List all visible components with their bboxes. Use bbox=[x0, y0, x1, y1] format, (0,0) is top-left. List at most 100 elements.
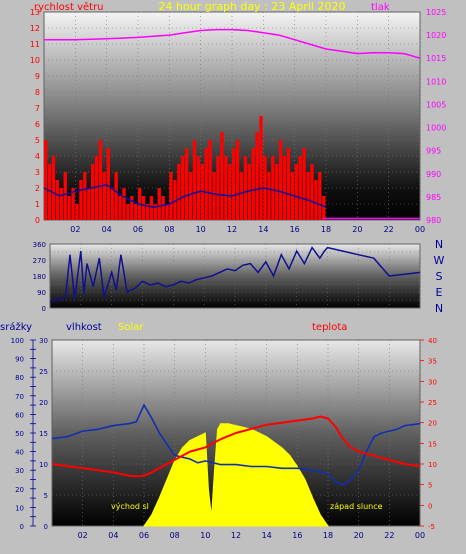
wind-direction-grid bbox=[50, 243, 421, 309]
wind-gust-bar bbox=[275, 164, 279, 220]
wind-y-tick-label: 4 bbox=[35, 152, 40, 161]
wind-gust-bar bbox=[149, 196, 154, 220]
wind-x-tick-label: 14 bbox=[258, 225, 268, 234]
wind-gust-bar bbox=[282, 156, 287, 220]
wind-gust-bar bbox=[173, 180, 177, 220]
wind-gust-bar bbox=[134, 204, 138, 220]
wind-gust-bar bbox=[216, 156, 220, 220]
temperature-y-tick-label: 20 bbox=[428, 420, 437, 428]
humidity-x-tick-label: 20 bbox=[354, 531, 364, 540]
wind-y-tick-label: 1 bbox=[35, 200, 40, 209]
wind-gust-bar bbox=[306, 172, 310, 220]
chart-title: 24 hour graph day : 23 April 2020 bbox=[159, 0, 346, 13]
wind-gust-bar bbox=[196, 156, 201, 220]
pressure-y-tick-label: 1010 bbox=[426, 77, 446, 86]
humidity-y-tick-label: 10 bbox=[39, 461, 48, 469]
wind-gust-bar bbox=[94, 156, 99, 220]
humidity-x-tick-label: 10 bbox=[200, 531, 210, 540]
sunset-annotation: západ slunce bbox=[330, 502, 383, 511]
temperature-line bbox=[51, 415, 421, 478]
wind-gust-bar bbox=[302, 148, 306, 220]
wind-gust-bar bbox=[220, 132, 224, 220]
wind-y-tick-label: 5 bbox=[35, 136, 40, 145]
humidity-y-tick-label: 0 bbox=[44, 523, 48, 531]
rain-y-tick-label: 40 bbox=[15, 449, 24, 457]
wind-gust-bar bbox=[318, 172, 322, 220]
wind-x-tick-label: 18 bbox=[321, 225, 331, 234]
wind-gust-bar bbox=[122, 188, 126, 220]
pressure-axis-label: tlak bbox=[371, 2, 390, 13]
wind-gust-bar bbox=[51, 156, 56, 220]
wind-gust-bar bbox=[322, 196, 326, 220]
temperature-axis-label: teplota bbox=[312, 322, 347, 333]
wind-gust-bar bbox=[126, 204, 130, 220]
rain-axis-label: srážky bbox=[0, 321, 32, 333]
pressure-y-tick-label: 990 bbox=[426, 170, 441, 179]
wind-direction-line bbox=[49, 246, 421, 302]
wind-x-tick-label: 08 bbox=[164, 225, 174, 234]
wind-x-tick-label: 06 bbox=[133, 225, 143, 234]
wind-gust-bar bbox=[44, 140, 48, 220]
rain-y-tick-label: 60 bbox=[15, 411, 24, 419]
humidity-y-tick-label: 20 bbox=[39, 399, 48, 407]
pressure-y-tick-label: 985 bbox=[426, 193, 441, 202]
rain-y-tick-label: 30 bbox=[15, 467, 24, 475]
compass-label-e: E bbox=[436, 286, 443, 299]
humidity-y-tick-label: 25 bbox=[39, 368, 48, 376]
wind-gust-bar bbox=[118, 196, 122, 220]
sunrise-annotation: východ sl bbox=[111, 502, 149, 511]
wind-gust-bar bbox=[251, 148, 255, 220]
wind-gust-bar bbox=[259, 116, 263, 220]
direction-y-tick-label: 90 bbox=[37, 289, 46, 297]
temperature-y-tick-label: -5 bbox=[428, 523, 435, 531]
wind-gust-bar bbox=[145, 204, 150, 220]
wind-gust-bar bbox=[235, 140, 240, 220]
wind-y-tick-label: 11 bbox=[30, 40, 40, 49]
humidity-y-tick-label: 15 bbox=[39, 430, 48, 438]
wind-gust-bar bbox=[71, 188, 75, 220]
wind-gust-bar bbox=[114, 172, 118, 220]
pressure-line bbox=[44, 28, 421, 59]
wind-y-tick-label: 3 bbox=[35, 168, 40, 177]
rain-y-tick-label: 20 bbox=[15, 486, 24, 494]
wind-pressure-series bbox=[43, 28, 421, 220]
wind-gust-bar bbox=[55, 180, 60, 220]
wind-y-tick-label: 2 bbox=[35, 184, 40, 193]
wind-gust-bar bbox=[47, 164, 52, 220]
humidity-y-tick-label: 5 bbox=[44, 492, 48, 500]
wind-gust-bar bbox=[294, 164, 298, 220]
pressure-y-tick-label: 1020 bbox=[426, 31, 446, 40]
wind-average-line bbox=[43, 183, 327, 208]
wind-speed-axis-label: rychlost větru bbox=[34, 1, 104, 13]
wind-y-tick-label: 8 bbox=[35, 88, 40, 97]
humidity-x-tick-label: 22 bbox=[384, 531, 394, 540]
temperature-y-tick-label: 25 bbox=[428, 399, 437, 407]
humidity-x-tick-label: 08 bbox=[170, 531, 180, 540]
temperature-y-tick-label: 15 bbox=[428, 440, 437, 448]
wind-gust-bar bbox=[271, 156, 275, 220]
solar-area bbox=[143, 423, 329, 527]
pressure-y-tick-label: 1005 bbox=[426, 100, 446, 109]
wind-gust-bar bbox=[91, 164, 95, 220]
wind-gust-bar bbox=[310, 164, 314, 220]
wind-y-tick-label: 6 bbox=[35, 120, 40, 129]
humidity-x-tick-label: 04 bbox=[108, 531, 118, 540]
wind-y-tick-label: 10 bbox=[30, 56, 40, 65]
wind-gust-bar bbox=[102, 172, 107, 220]
rain-y-tick-label: 100 bbox=[11, 337, 24, 345]
direction-y-tick-label: 270 bbox=[33, 257, 46, 265]
wind-gust-bar bbox=[130, 196, 134, 220]
wind-x-tick-label: 20 bbox=[352, 225, 362, 234]
wind-gust-bar bbox=[79, 180, 83, 220]
wind-gust-bar bbox=[208, 140, 212, 220]
humidity-line bbox=[51, 403, 421, 487]
wind-gust-bar bbox=[75, 204, 79, 220]
wind-x-tick-label: 00 bbox=[415, 225, 425, 234]
wind-gust-bar bbox=[212, 172, 216, 220]
rain-y-tick-label: 70 bbox=[15, 393, 24, 401]
pressure-y-tick-label: 995 bbox=[426, 147, 441, 156]
humidity-y-tick-label: 30 bbox=[39, 337, 48, 345]
temperature-y-tick-label: 10 bbox=[428, 461, 437, 469]
temperature-y-tick-label: 30 bbox=[428, 378, 437, 386]
